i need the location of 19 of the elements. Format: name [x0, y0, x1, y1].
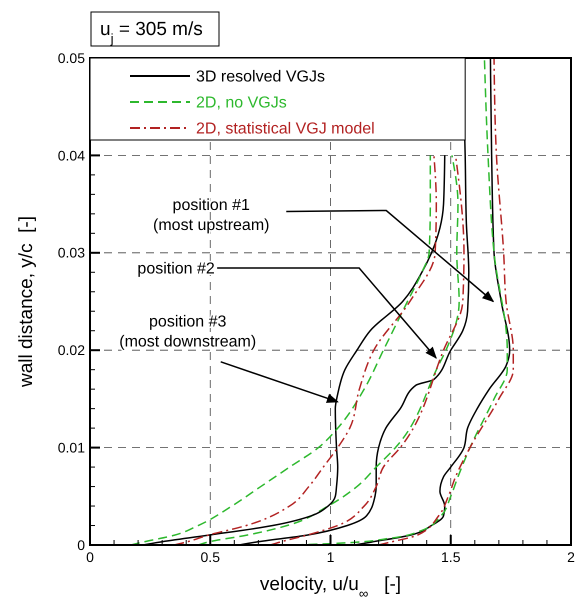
- text: u$_{j}$ = 305 m/s: [100, 19, 203, 46]
- x-tick-label: 2: [567, 549, 576, 565]
- y-tick-label: 0.05: [58, 50, 86, 66]
- legend-label: 3D resolved VGJs: [196, 68, 325, 86]
- legend-label: 2D, no VGJs: [196, 94, 287, 112]
- x-axis-title: velocity, u/u$_{∞}$ [-]: [260, 574, 402, 600]
- y-tick-label: 0: [77, 536, 86, 553]
- x-tick-label: 0.5: [200, 549, 220, 565]
- annotation: position #1 (most upstream): [153, 197, 270, 234]
- y-tick-label: 0.03: [58, 244, 86, 261]
- y-tick-label: 0.02: [58, 342, 86, 358]
- y-tick-label: 0.01: [58, 440, 86, 456]
- y-tick-label: 0.04: [58, 147, 86, 164]
- annotation: position #2: [137, 260, 215, 278]
- x-tick-label: 1.5: [441, 549, 461, 565]
- legend-label: 2D, statistical VGJ model: [196, 120, 375, 138]
- y-axis-title: wall distance, y/c [-]: [16, 216, 37, 388]
- x-tick-label: 1: [326, 549, 335, 565]
- line-series: [378, 58, 514, 545]
